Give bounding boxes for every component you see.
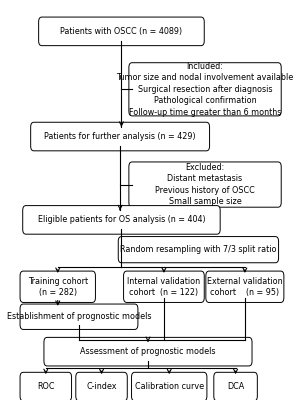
Text: Patients with OSCC (n = 4089): Patients with OSCC (n = 4089) [60, 27, 182, 36]
FancyBboxPatch shape [214, 372, 257, 400]
Text: Establishment of prognostic models: Establishment of prognostic models [7, 312, 151, 321]
Text: DCA: DCA [227, 382, 244, 391]
Text: Assessment of prognostic models: Assessment of prognostic models [80, 347, 216, 356]
FancyBboxPatch shape [206, 271, 284, 302]
Text: Random resampling with 7/3 split ratio: Random resampling with 7/3 split ratio [120, 245, 277, 254]
Text: External validation
cohort    (n = 95): External validation cohort (n = 95) [207, 276, 283, 297]
Text: Internal validation
cohort  (n = 122): Internal validation cohort (n = 122) [127, 276, 201, 297]
FancyBboxPatch shape [118, 236, 278, 263]
FancyBboxPatch shape [20, 372, 72, 400]
Text: Patients for further analysis (n = 429): Patients for further analysis (n = 429) [44, 132, 196, 141]
Text: ROC: ROC [37, 382, 55, 391]
FancyBboxPatch shape [20, 304, 138, 330]
FancyBboxPatch shape [129, 162, 281, 207]
FancyBboxPatch shape [132, 372, 207, 400]
FancyBboxPatch shape [124, 271, 204, 302]
Text: Calibration curve: Calibration curve [135, 382, 204, 391]
Text: Training cohort
(n = 282): Training cohort (n = 282) [28, 276, 88, 297]
FancyBboxPatch shape [129, 63, 281, 116]
FancyBboxPatch shape [76, 372, 127, 400]
Text: Excluded:
Distant metastasis
Previous history of OSCC
Small sample size: Excluded: Distant metastasis Previous hi… [155, 163, 255, 206]
Text: C-index: C-index [86, 382, 117, 391]
FancyBboxPatch shape [23, 206, 220, 234]
Text: Included:
Tumor size and nodal involvement available
Surgical resection after di: Included: Tumor size and nodal involveme… [116, 62, 294, 117]
FancyBboxPatch shape [44, 337, 252, 366]
Text: Eligible patients for OS analysis (n = 404): Eligible patients for OS analysis (n = 4… [38, 215, 205, 224]
FancyBboxPatch shape [39, 17, 204, 46]
FancyBboxPatch shape [31, 122, 210, 151]
FancyBboxPatch shape [20, 271, 95, 302]
